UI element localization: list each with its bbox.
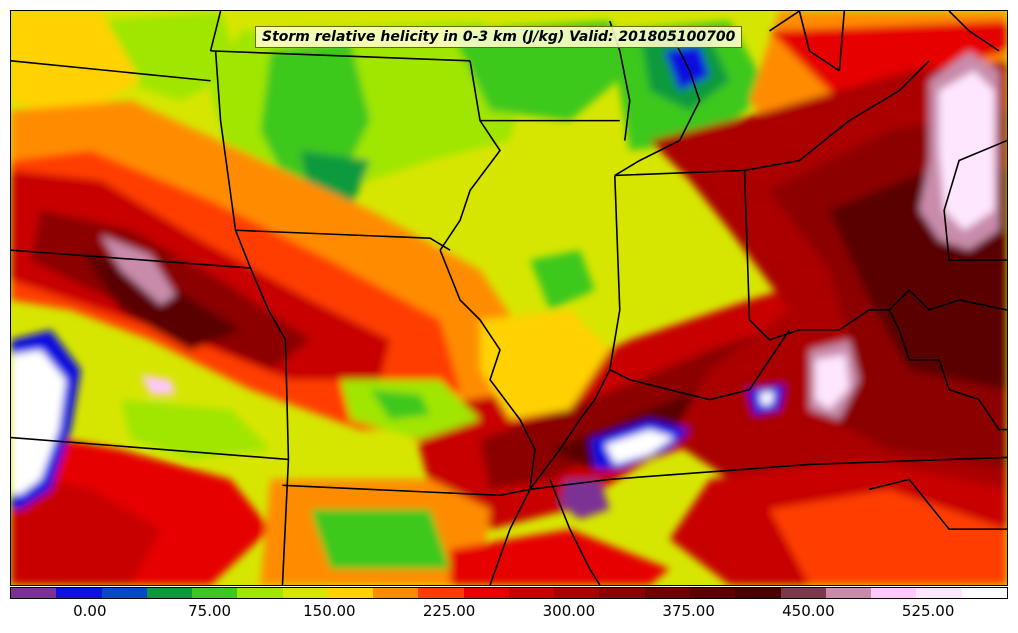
colorbar-tick-label: 300.00 (542, 602, 596, 620)
colorbar-segment (735, 588, 781, 598)
map-panel: Storm relative helicity in 0-3 km (J/kg)… (10, 10, 1008, 586)
colorbar-segment (373, 588, 419, 598)
colorbar-segment (508, 588, 555, 598)
map-title: Storm relative helicity in 0-3 km (J/kg)… (255, 26, 743, 48)
colorbar-segment (780, 588, 826, 598)
colorbar-segment (644, 588, 690, 598)
colorbar-segment (146, 588, 193, 598)
colorbar-tick-label: 450.00 (782, 602, 835, 620)
colorbar-segment (689, 588, 736, 598)
colorbar-segment (192, 588, 238, 598)
colorbar-tick-label: 150.00 (303, 602, 356, 620)
state-boundaries (11, 11, 1007, 585)
colorbar-segment (599, 588, 645, 598)
colorbar-segment (418, 588, 464, 598)
shaded-field (11, 11, 1007, 585)
colorbar-segment (916, 588, 962, 598)
colorbar-segment (871, 588, 917, 598)
helicity-field-map (11, 11, 1007, 585)
colorbar-tick-label: 225.00 (422, 602, 476, 620)
colorbar-segment (825, 588, 872, 598)
colorbar-tick-label: 375.00 (662, 602, 715, 620)
colorbar-tick-label: 75.00 (188, 602, 232, 620)
colorbar-segment (237, 588, 283, 598)
colorbar (10, 587, 1008, 599)
colorbar-segment (554, 588, 600, 598)
colorbar-tick-label: 0.00 (73, 602, 107, 620)
colorbar-tick-label: 525.00 (901, 602, 955, 620)
colorbar-segment (11, 588, 57, 598)
colorbar-segment (56, 588, 102, 598)
colorbar-segment (282, 588, 328, 598)
colorbar-tick-labels: 0.00 75.00 150.00 225.00 300.00 375.00 450.00 5… (10, 602, 1008, 624)
colorbar-segment (101, 588, 147, 598)
colorbar-segment (463, 588, 509, 598)
colorbar-segment (327, 588, 374, 598)
colorbar-segment (961, 588, 1007, 598)
